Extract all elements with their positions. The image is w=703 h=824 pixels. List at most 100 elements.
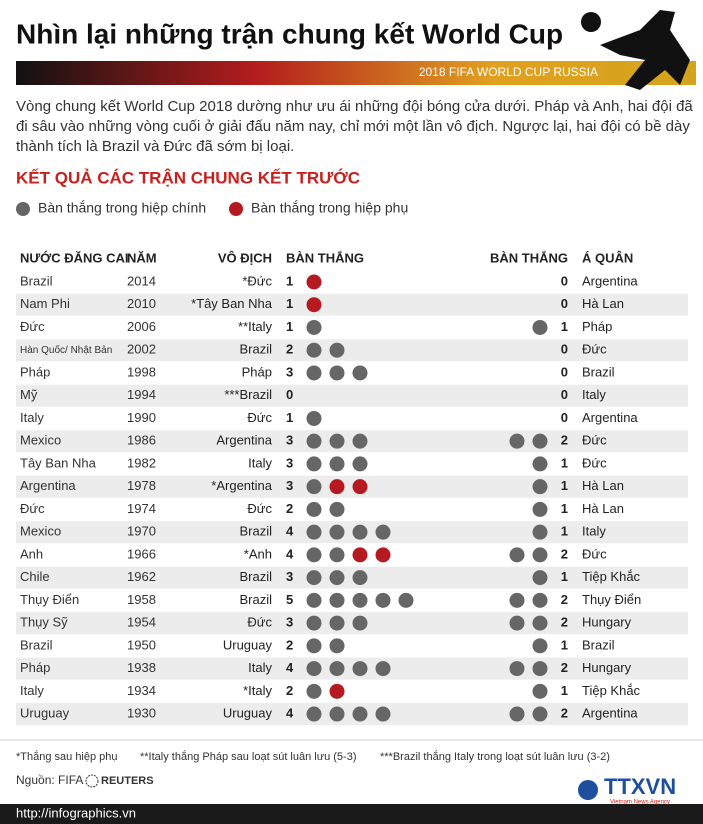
runner-up-goals: 2 <box>561 660 568 675</box>
column-header: BÀN THẮNG <box>286 250 364 265</box>
title: Nhìn lại những trận chung kết World Cup <box>16 18 563 49</box>
goal-dot-extra <box>329 683 345 699</box>
intro: Vòng chung kết World Cup 2018 dường như … <box>16 98 693 155</box>
goal-dot <box>532 456 548 472</box>
goal-dot <box>509 615 525 631</box>
runner-up: Đức <box>582 433 607 448</box>
goal-dot <box>352 706 368 722</box>
goal-dot <box>532 638 548 654</box>
runner-up-goals: 1 <box>561 319 568 334</box>
goal-dot <box>306 570 322 586</box>
row-band <box>16 293 688 316</box>
champion-goals: 3 <box>286 478 293 493</box>
host: Pháp <box>20 364 50 379</box>
goal-dot <box>329 524 345 540</box>
goal-dot-extra <box>306 274 322 290</box>
goal-dot <box>329 592 345 608</box>
agency-sub: Vietnam News Agency <box>610 800 670 806</box>
goal-dot-extra <box>352 479 368 495</box>
goal-dot <box>329 661 345 677</box>
goal-dot <box>509 433 525 449</box>
goal-dot <box>306 319 322 335</box>
champion-goals: 1 <box>286 410 293 425</box>
runner-up: Tiệp Khắc <box>582 569 641 584</box>
runner-up-goals: 0 <box>561 273 568 288</box>
goal-dot <box>509 661 525 677</box>
goal-dot <box>329 501 345 517</box>
section-title: KẾT QUẢ CÁC TRẬN CHUNG KẾT TRƯỚC <box>16 168 360 187</box>
year: 1986 <box>127 433 156 448</box>
column-header: BÀN THẮNG <box>490 250 568 265</box>
banner-text: 2018 FIFA WORLD CUP RUSSIA <box>419 65 598 79</box>
footnote: *Thắng sau hiệp phụ <box>16 750 118 763</box>
host: Brazil <box>20 637 53 652</box>
champion: Brazil <box>239 592 272 607</box>
goal-dot <box>329 638 345 654</box>
goal-dot <box>532 570 548 586</box>
host: Mỹ <box>20 387 38 402</box>
goal-dot <box>532 706 548 722</box>
champion: *Đức <box>242 273 272 288</box>
year: 1966 <box>127 546 156 561</box>
year: 1930 <box>127 705 156 720</box>
runner-up-goals: 1 <box>561 501 568 516</box>
host: Italy <box>20 410 44 425</box>
footer-bar <box>0 804 703 824</box>
year: 1950 <box>127 637 156 652</box>
goal-dot <box>329 706 345 722</box>
goal-dot <box>532 615 548 631</box>
champion-goals: 3 <box>286 364 293 379</box>
runner-up-goals: 0 <box>561 410 568 425</box>
host: Tây Ban Nha <box>20 455 97 470</box>
champion-goals: 1 <box>286 273 293 288</box>
runner-up: Italy <box>582 387 606 402</box>
goal-dot <box>329 365 345 381</box>
legend-regular: Bàn thắng trong hiệp chính <box>38 200 206 216</box>
champion: Brazil <box>239 524 272 539</box>
goal-dot <box>532 501 548 517</box>
runner-up: Brazil <box>582 637 615 652</box>
champion: *Anh <box>244 546 272 561</box>
goal-dot <box>306 706 322 722</box>
goal-dot <box>306 661 322 677</box>
goal-dot <box>375 706 391 722</box>
runner-up-goals: 0 <box>561 342 568 357</box>
champion-goals: 1 <box>286 319 293 334</box>
goal-dot <box>306 456 322 472</box>
year: 2002 <box>127 342 156 357</box>
goal-dot <box>306 683 322 699</box>
goal-dot <box>306 365 322 381</box>
goal-dot <box>532 319 548 335</box>
goal-dot <box>532 592 548 608</box>
runner-up: Đức <box>582 342 607 357</box>
runner-up: Argentina <box>582 410 638 425</box>
host: Uruguay <box>20 705 70 720</box>
runner-up: Italy <box>582 524 606 539</box>
year: 1958 <box>127 592 156 607</box>
runner-up: Hà Lan <box>582 478 624 493</box>
runner-up: Hà Lan <box>582 501 624 516</box>
source: Nguồn: FIFA <box>16 773 83 787</box>
footnote: **Italy thắng Pháp sau loạt sút luân lưu… <box>140 750 357 763</box>
champion-goals: 4 <box>286 660 294 675</box>
runner-up: Đức <box>582 455 607 470</box>
host: Mexico <box>20 433 61 448</box>
champion-goals: 2 <box>286 342 293 357</box>
runner-up: Hà Lan <box>582 296 624 311</box>
goal-dot <box>375 524 391 540</box>
runner-up-goals: 1 <box>561 478 568 493</box>
champion-goals: 2 <box>286 637 293 652</box>
runner-up: Thụy Điển <box>582 592 641 607</box>
champion-goals: 4 <box>286 546 294 561</box>
column-header: VÔ ĐỊCH <box>218 250 272 265</box>
agency-globe <box>578 780 598 800</box>
footer-url: http://infographics.vn <box>16 805 136 820</box>
goal-dot <box>306 342 322 358</box>
runner-up: Argentina <box>582 273 638 288</box>
host: Italy <box>20 683 44 698</box>
runner-up-goals: 1 <box>561 637 568 652</box>
host: Chile <box>20 569 50 584</box>
runner-up: Argentina <box>582 705 638 720</box>
host: Brazil <box>20 273 53 288</box>
